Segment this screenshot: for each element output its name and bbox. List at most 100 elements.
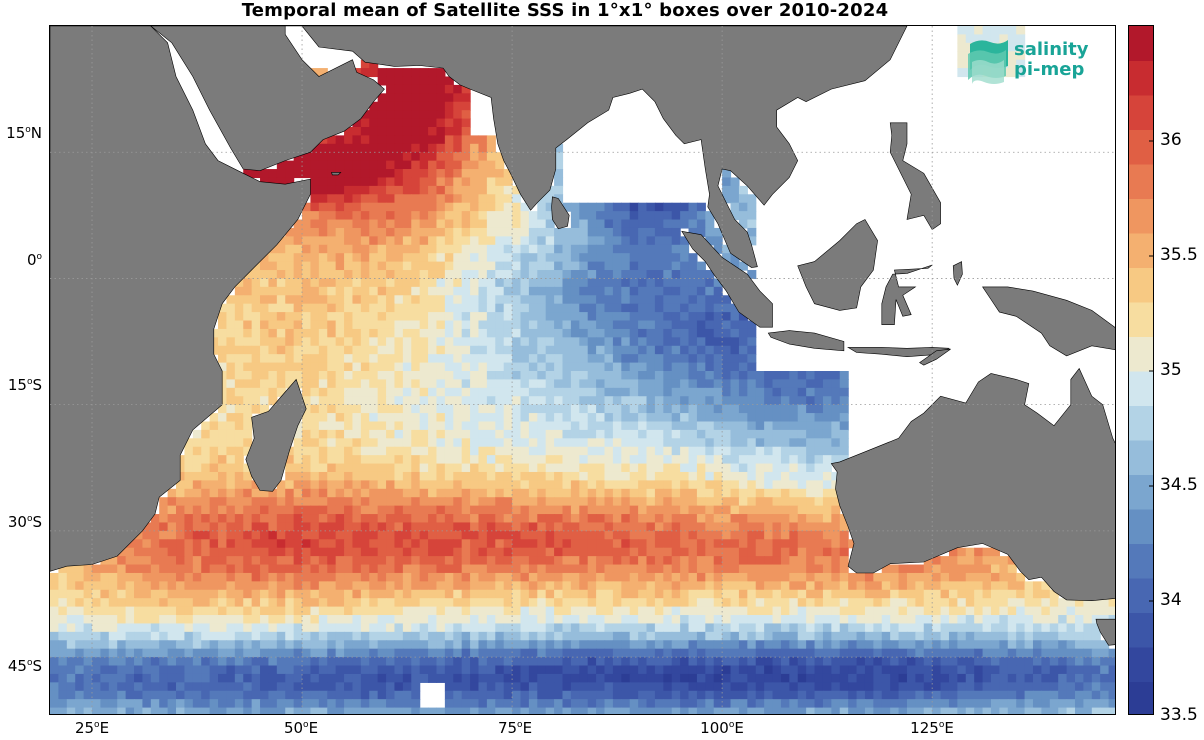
sss-cell xyxy=(344,126,354,136)
sss-cell xyxy=(680,303,690,313)
sss-cell xyxy=(545,236,555,246)
sss-cell xyxy=(75,640,85,650)
sss-cell xyxy=(747,194,757,204)
sss-cell xyxy=(965,589,975,599)
sss-cell xyxy=(696,556,706,566)
sss-cell xyxy=(512,404,522,414)
sss-cell xyxy=(814,514,824,524)
sss-cell xyxy=(260,253,270,263)
sss-cell xyxy=(520,640,530,650)
sss-cell xyxy=(512,303,522,313)
sss-cell xyxy=(512,589,522,599)
sss-cell xyxy=(680,219,690,229)
sss-cell xyxy=(587,328,597,338)
sss-cell xyxy=(428,185,438,195)
sss-cell xyxy=(764,572,774,582)
sss-cell xyxy=(100,564,110,574)
sss-cell xyxy=(411,202,421,212)
sss-cell xyxy=(268,623,278,633)
sss-cell xyxy=(1007,598,1017,608)
sss-cell xyxy=(814,379,824,389)
sss-cell xyxy=(142,572,152,582)
sss-cell xyxy=(83,572,93,582)
sss-cell xyxy=(680,648,690,658)
sss-cell xyxy=(730,572,740,582)
sss-cell xyxy=(789,471,799,481)
sss-cell xyxy=(663,556,673,566)
sss-cell xyxy=(226,337,236,347)
sss-cell xyxy=(75,631,85,641)
sss-cell xyxy=(201,463,211,473)
sss-cell xyxy=(596,539,606,549)
sss-cell xyxy=(705,581,715,591)
sss-cell xyxy=(495,429,505,439)
sss-cell xyxy=(335,152,345,162)
sss-cell xyxy=(436,530,446,540)
sss-cell xyxy=(612,556,622,566)
sss-cell xyxy=(612,236,622,246)
sss-cell xyxy=(377,219,387,229)
sss-cell xyxy=(360,564,370,574)
sss-cell xyxy=(713,387,723,397)
sss-cell xyxy=(461,143,471,153)
sss-cell xyxy=(310,404,320,414)
sss-cell xyxy=(789,446,799,456)
sss-cell xyxy=(764,556,774,566)
sss-cell xyxy=(604,497,614,507)
sss-cell xyxy=(344,295,354,305)
sss-cell xyxy=(654,623,664,633)
sss-cell xyxy=(747,421,757,431)
sss-cell xyxy=(604,640,614,650)
sss-cell xyxy=(360,379,370,389)
sss-cell xyxy=(948,615,958,625)
sss-cell xyxy=(293,438,303,448)
sss-cell xyxy=(629,312,639,322)
sss-cell xyxy=(537,480,547,490)
sss-cell xyxy=(512,185,522,195)
sss-cell xyxy=(159,581,169,591)
sss-cell xyxy=(864,648,874,658)
sss-cell xyxy=(503,177,513,187)
sss-cell xyxy=(789,530,799,540)
sss-cell xyxy=(268,539,278,549)
sss-cell xyxy=(209,480,219,490)
sss-cell xyxy=(629,404,639,414)
sss-cell xyxy=(394,413,404,423)
sss-cell xyxy=(738,362,748,372)
sss-cell xyxy=(461,286,471,296)
sss-cell xyxy=(680,505,690,515)
sss-cell xyxy=(243,547,253,557)
sss-cell xyxy=(554,623,564,633)
sss-cell xyxy=(923,657,933,667)
sss-cell xyxy=(428,539,438,549)
sss-cell xyxy=(251,278,261,288)
sss-cell xyxy=(276,598,286,608)
sss-cell xyxy=(688,312,698,322)
sss-cell xyxy=(327,648,337,658)
sss-cell xyxy=(327,572,337,582)
sss-cell xyxy=(58,564,68,574)
sss-cell xyxy=(579,396,589,406)
sss-cell xyxy=(512,471,522,481)
sss-cell xyxy=(671,379,681,389)
sss-cell xyxy=(596,615,606,625)
sss-cell xyxy=(176,673,186,683)
sss-cell xyxy=(369,471,379,481)
sss-cell xyxy=(293,253,303,263)
sss-cell xyxy=(276,312,286,322)
sss-cell xyxy=(369,126,379,136)
sss-cell xyxy=(92,657,102,667)
sss-cell xyxy=(209,615,219,625)
sss-cell xyxy=(789,413,799,423)
sss-cell xyxy=(411,379,421,389)
sss-cell xyxy=(276,648,286,658)
sss-cell xyxy=(738,371,748,381)
sss-cell xyxy=(335,657,345,667)
sss-cell xyxy=(839,623,849,633)
sss-cell xyxy=(528,244,538,254)
sss-cell xyxy=(243,362,253,372)
sss-cell xyxy=(302,497,312,507)
sss-cell xyxy=(545,278,555,288)
sss-cell xyxy=(755,556,765,566)
sss-cell xyxy=(310,589,320,599)
